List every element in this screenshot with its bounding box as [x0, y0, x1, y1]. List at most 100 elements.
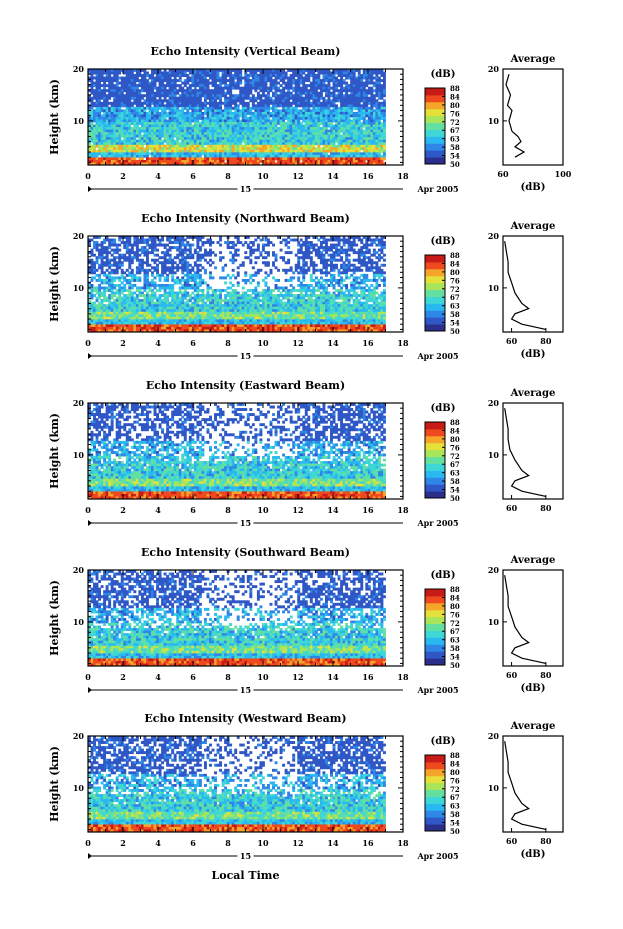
heatmap-cell — [259, 106, 263, 110]
heatmap-cell — [357, 152, 361, 156]
heatmap-cell — [113, 94, 117, 98]
heatmap-cell — [229, 137, 233, 141]
heatmap-cell — [110, 81, 114, 85]
heatmap-cell — [365, 162, 369, 166]
heatmap-cell — [143, 246, 147, 250]
heatmap-cell — [203, 79, 207, 83]
heatmap-cell — [108, 76, 112, 80]
heatmap-cell — [317, 159, 321, 163]
heatmap-cell — [203, 157, 207, 161]
heatmap-cell — [309, 142, 313, 146]
heatmap-cell — [236, 109, 240, 113]
heatmap-cell — [156, 127, 159, 131]
heatmap-cell — [337, 241, 341, 244]
heatmap-cell — [380, 109, 384, 113]
heatmap-cell — [236, 162, 240, 166]
heatmap-cell — [176, 111, 180, 115]
heatmap-cell — [198, 79, 202, 83]
heatmap-cell — [277, 109, 281, 113]
heatmap-cell — [203, 253, 207, 257]
heatmap-cell — [312, 89, 316, 93]
heatmap-cell — [161, 147, 165, 151]
heatmap-cell — [214, 89, 217, 93]
heatmap-cell — [140, 248, 144, 252]
heatmap-cell — [279, 159, 283, 163]
heatmap-cell — [115, 122, 119, 125]
heatmap-cell — [256, 91, 260, 95]
heatmap-cell — [110, 104, 114, 108]
heatmap-cell — [176, 89, 180, 93]
heatmap-cell — [211, 96, 215, 100]
heatmap-cell — [312, 159, 316, 163]
heatmap-cell — [108, 111, 112, 115]
heatmap-cell — [367, 238, 371, 242]
heatmap-cell — [209, 149, 212, 153]
heatmap-cell — [267, 71, 270, 75]
heatmap-cell — [241, 134, 245, 138]
heatmap-cell — [322, 86, 326, 90]
heatmap-cell — [345, 117, 349, 120]
heatmap-cell — [95, 154, 99, 158]
heatmap-cell — [100, 154, 104, 158]
heatmap-cell — [188, 114, 192, 118]
heatmap-cell — [93, 109, 96, 113]
heatmap-cell — [357, 137, 361, 141]
heatmap-cell — [153, 101, 157, 105]
heatmap-cell — [203, 241, 207, 244]
heatmap-cell — [380, 256, 384, 260]
colorbar-tick-label: 58 — [450, 143, 460, 152]
heatmap-cell — [380, 142, 384, 146]
heatmap-cell — [304, 91, 308, 95]
heatmap-cell — [380, 248, 384, 252]
heatmap-cell — [113, 157, 117, 161]
heatmap-cell — [168, 74, 172, 77]
heatmap-cell — [264, 243, 268, 247]
heatmap-cell — [269, 241, 273, 244]
heatmap-cell — [183, 106, 187, 110]
heatmap-cell — [307, 109, 311, 113]
heatmap-cell — [130, 243, 134, 247]
heatmap-cell — [357, 139, 361, 143]
heatmap-cell — [279, 84, 283, 88]
heatmap-cell — [372, 154, 376, 158]
heatmap-cell — [219, 106, 223, 110]
heatmap-cell — [282, 149, 286, 153]
heatmap-cell — [327, 124, 331, 128]
heatmap-cell — [234, 111, 238, 115]
heatmap-cell — [360, 144, 364, 148]
heatmap-cell — [236, 71, 240, 75]
heatmap-cell — [375, 162, 379, 166]
heatmap-cell — [211, 142, 215, 146]
heatmap-cell — [219, 104, 223, 108]
heatmap-cell — [234, 162, 238, 166]
heatmap-cell — [168, 144, 172, 148]
heatmap-cell — [365, 89, 369, 93]
heatmap-cell — [133, 124, 137, 128]
heatmap-cell — [251, 147, 255, 151]
heatmap-cell — [173, 74, 177, 77]
heatmap-cell — [287, 94, 291, 98]
heatmap-cell — [98, 94, 101, 98]
heatmap-cell — [314, 134, 318, 138]
heatmap-cell — [287, 129, 291, 133]
heatmap-cell — [219, 99, 223, 103]
heatmap-cell — [216, 111, 220, 115]
heatmap-cell — [201, 241, 205, 244]
heatmap-cell — [115, 127, 119, 131]
heatmap-cell — [249, 111, 253, 115]
heatmap-cell — [251, 101, 255, 105]
heatmap-cell — [196, 106, 200, 110]
heatmap-cell — [226, 74, 230, 77]
heatmap-cell — [130, 86, 134, 90]
heatmap-cell — [93, 149, 96, 153]
heatmap-cell — [330, 132, 333, 136]
heatmap-cell — [236, 149, 240, 153]
heatmap-cell — [153, 132, 157, 136]
heatmap-cell — [360, 81, 364, 85]
heatmap-cell — [138, 147, 142, 151]
heatmap-cell — [259, 99, 263, 103]
heatmap-cell — [173, 99, 177, 103]
heatmap-cell — [241, 132, 245, 136]
heatmap-cell — [279, 117, 283, 120]
heatmap-cell — [249, 134, 253, 138]
